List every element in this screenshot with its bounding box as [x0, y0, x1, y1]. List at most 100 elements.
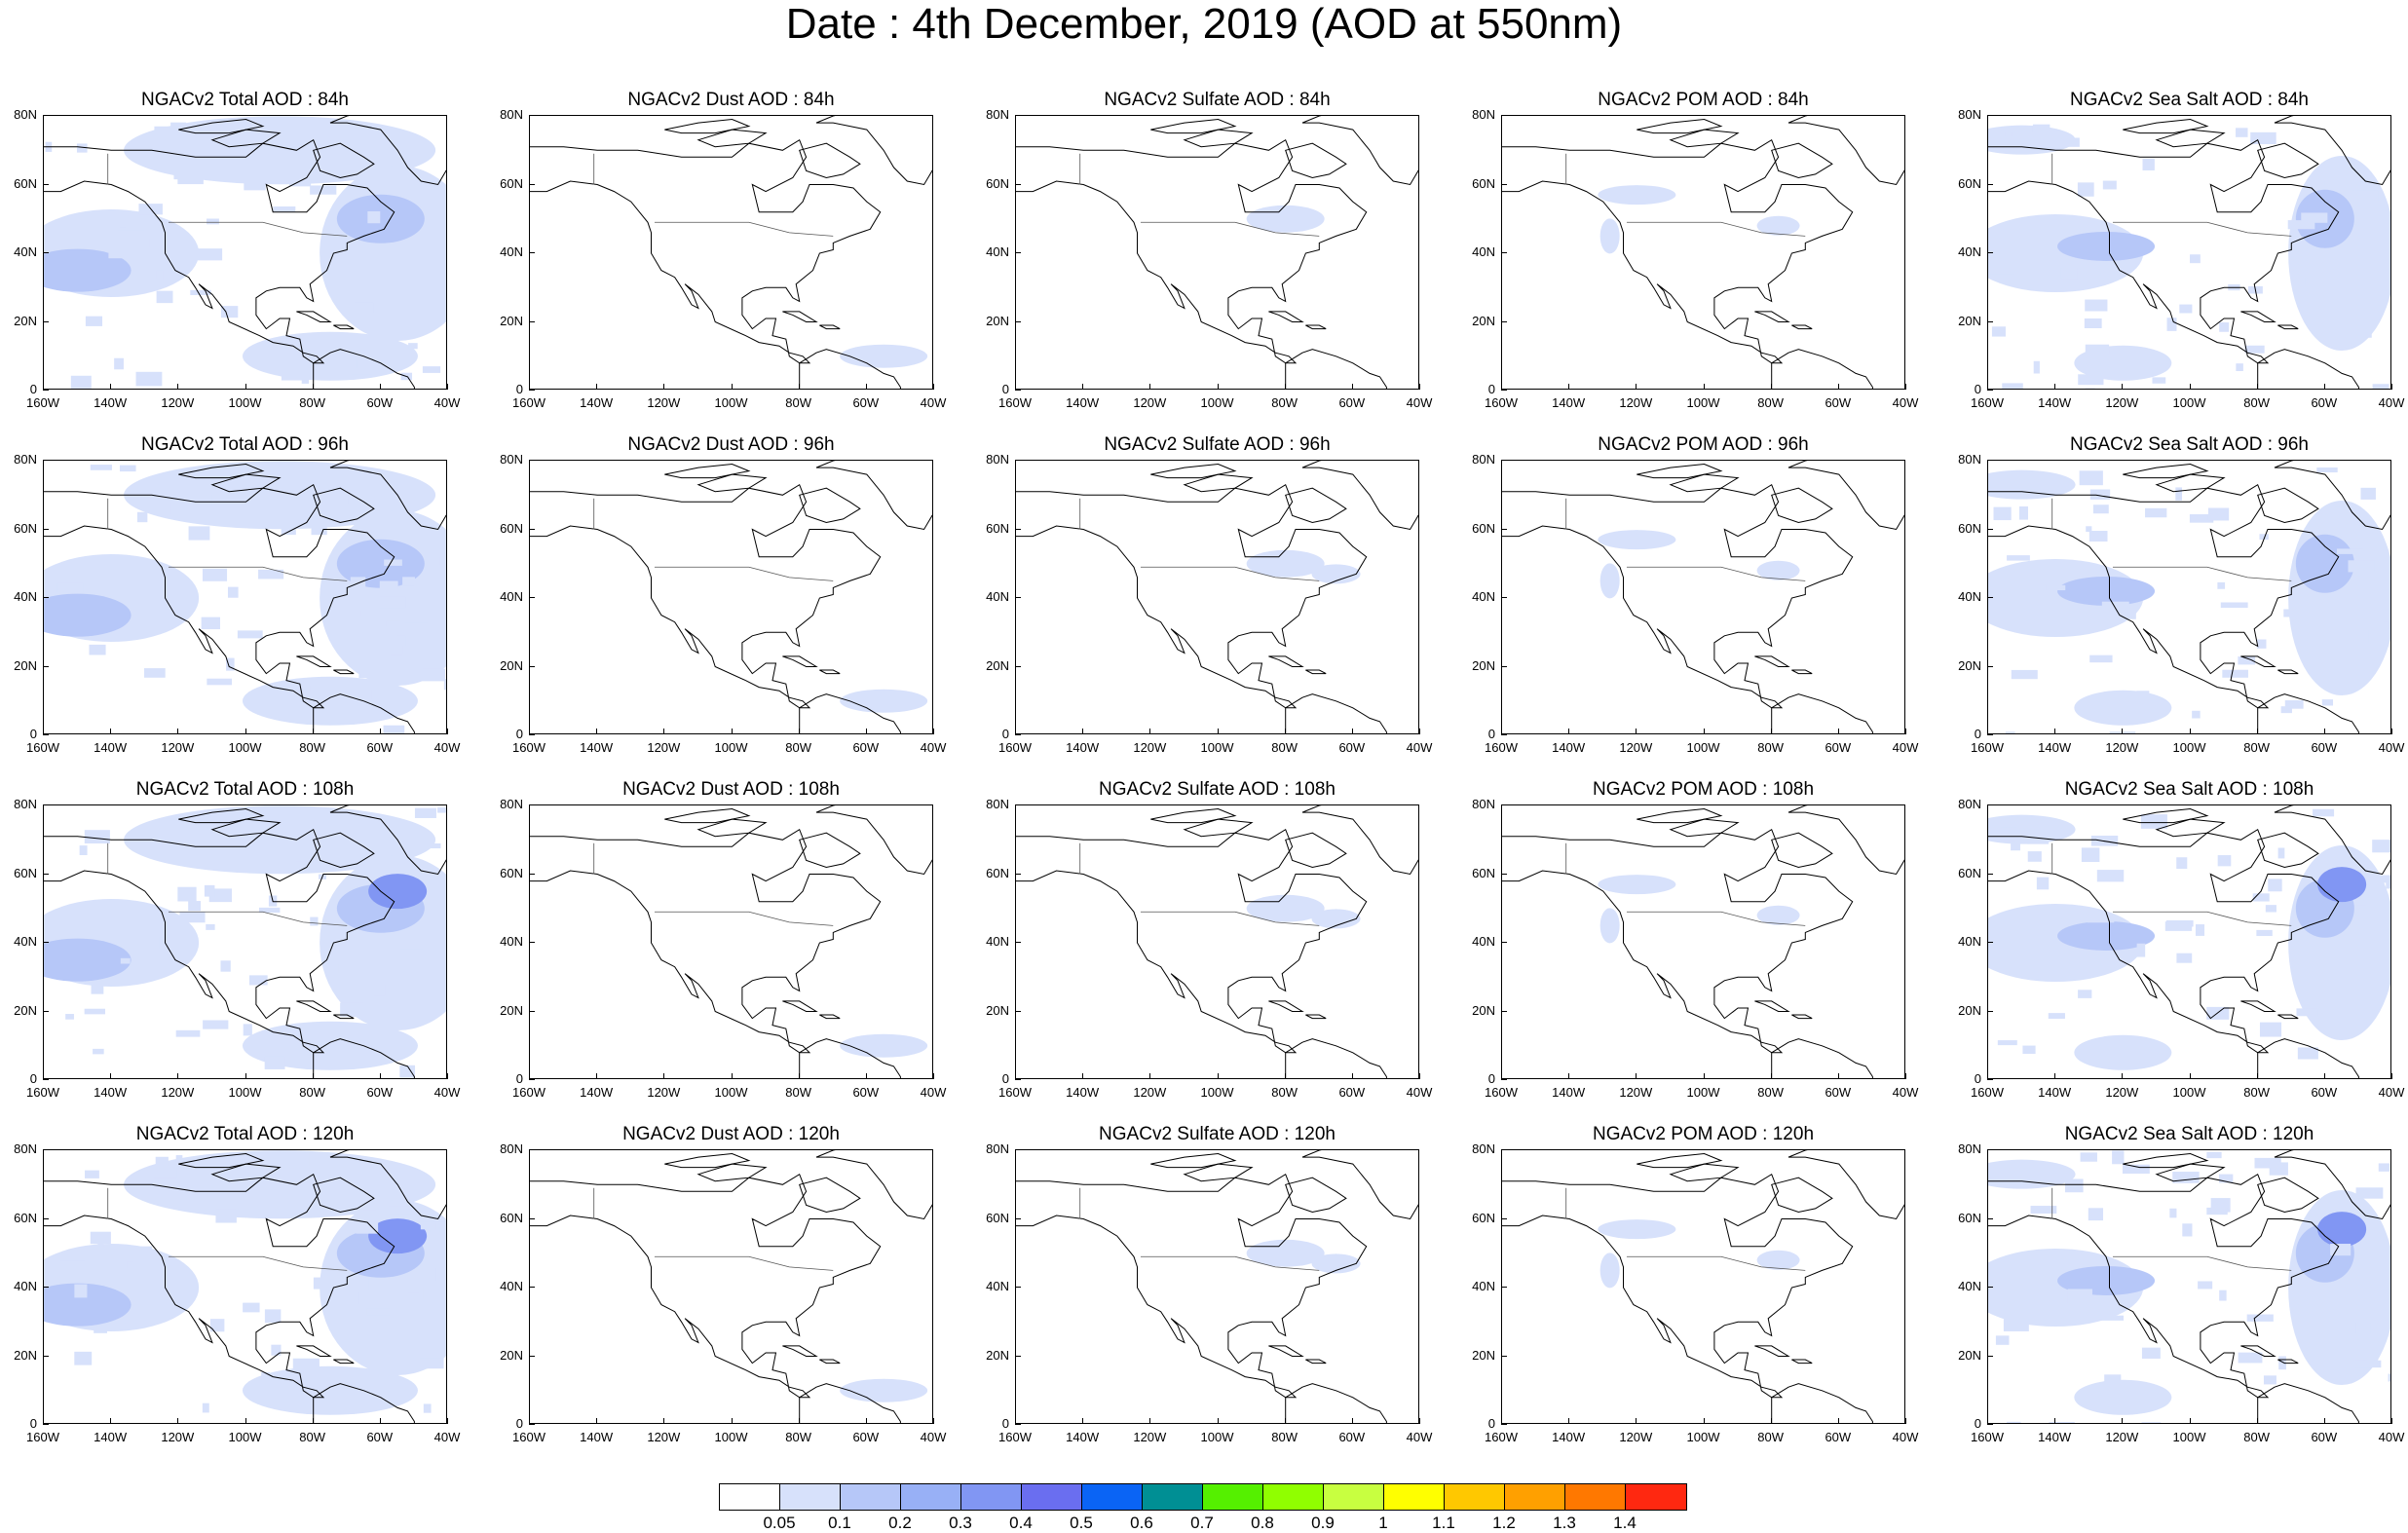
- coastline: [1150, 120, 1235, 133]
- y-tick-label: 60N: [490, 1211, 523, 1225]
- aod-cell: [2386, 878, 2391, 889]
- x-tick: [1015, 1073, 1016, 1079]
- x-tick: [1838, 729, 1839, 734]
- x-tick-label: 60W: [1817, 395, 1860, 410]
- aod-field: [530, 805, 933, 1079]
- y-tick: [529, 942, 535, 943]
- x-tick: [2391, 1418, 2392, 1424]
- aod-cell: [2322, 699, 2333, 705]
- aod-field: [1988, 1150, 2391, 1424]
- x-tick: [732, 729, 733, 734]
- aod-cell: [2192, 711, 2200, 719]
- aod-field: [44, 1150, 447, 1424]
- x-tick-label: 100W: [224, 1085, 267, 1100]
- coastline: [333, 325, 354, 329]
- aod-cell: [149, 238, 155, 247]
- aod-cell: [2090, 489, 2110, 499]
- x-tick: [1082, 1073, 1083, 1079]
- x-tick: [933, 729, 934, 734]
- map-area: [1015, 1149, 1419, 1424]
- aod-field: [1502, 1150, 1905, 1424]
- x-tick-label: 140W: [1547, 1430, 1590, 1444]
- y-tick: [529, 874, 535, 875]
- x-tick: [1352, 384, 1353, 390]
- aod-cell: [2256, 930, 2272, 936]
- aod-cell: [337, 1292, 358, 1305]
- aod-cell: [2217, 582, 2225, 589]
- x-tick: [2122, 1073, 2123, 1079]
- aod-cell: [2011, 841, 2020, 851]
- aod-cell: [308, 497, 314, 504]
- x-tick: [1015, 1418, 1016, 1424]
- y-tick: [529, 390, 535, 391]
- colorbar-swatch: [1445, 1484, 1505, 1510]
- y-tick-label: 40N: [4, 244, 37, 259]
- aod-cell: [396, 635, 405, 646]
- x-tick-label: 160W: [1966, 1430, 2009, 1444]
- x-tick-label: 120W: [1128, 1085, 1171, 1100]
- aod-cell: [202, 617, 220, 629]
- coastline: [782, 656, 816, 667]
- x-tick: [110, 384, 111, 390]
- coastline: [1268, 1001, 1302, 1012]
- x-tick: [596, 1073, 597, 1079]
- coastline: [2157, 130, 2224, 147]
- panel-title: NGACv2 POM AOD : 120h: [1501, 1124, 1905, 1145]
- x-tick-label: 60W: [845, 395, 887, 410]
- x-tick: [1419, 1418, 1420, 1424]
- coastline: [1305, 1015, 1326, 1019]
- y-tick: [1501, 252, 1507, 253]
- colorbar-label: 1: [1354, 1514, 1412, 1533]
- y-tick-label: 0: [4, 1416, 37, 1431]
- aod-cell: [380, 596, 405, 608]
- x-tick: [2122, 384, 2123, 390]
- aod-shading: [1598, 185, 1675, 205]
- y-tick-label: 20N: [490, 658, 523, 673]
- coastline: [2157, 474, 2224, 492]
- x-tick-label: 80W: [777, 395, 820, 410]
- aod-cell: [120, 466, 136, 472]
- x-tick: [1015, 384, 1016, 390]
- x-tick: [1149, 384, 1150, 390]
- map-area: [1501, 115, 1905, 390]
- map-area: [529, 460, 933, 734]
- country-border: [655, 1256, 833, 1270]
- y-tick-label: 80N: [490, 1141, 523, 1156]
- map-area: [43, 115, 447, 390]
- coastline: [1637, 1154, 1721, 1168]
- aod-cell: [2093, 505, 2109, 513]
- x-tick: [2324, 384, 2325, 390]
- aod-field: [1016, 461, 1419, 734]
- aod-cell: [2245, 346, 2265, 354]
- x-tick: [313, 1073, 314, 1079]
- coastline: [1268, 1346, 1302, 1357]
- x-tick: [313, 384, 314, 390]
- x-tick-label: 120W: [2100, 1085, 2143, 1100]
- panel-title: NGACv2 Total AOD : 108h: [43, 779, 447, 801]
- x-tick: [2054, 1418, 2055, 1424]
- x-tick: [447, 384, 448, 390]
- aod-cell: [2066, 964, 2072, 976]
- aod-cell: [2033, 125, 2050, 133]
- aod-field: [530, 1150, 933, 1424]
- y-tick: [529, 1079, 535, 1080]
- aod-cell: [244, 179, 265, 191]
- x-tick: [732, 1073, 733, 1079]
- panel-title: NGACv2 Dust AOD : 84h: [529, 90, 933, 111]
- aod-cell: [176, 1155, 183, 1162]
- x-tick: [1568, 384, 1569, 390]
- coastline: [296, 1001, 330, 1012]
- colorbar-swatch: [1082, 1484, 1143, 1510]
- y-tick: [1501, 942, 1507, 943]
- y-tick: [1501, 1011, 1507, 1012]
- aod-cell: [415, 808, 436, 818]
- y-tick-label: 20N: [1948, 314, 1981, 328]
- x-tick: [2257, 384, 2258, 390]
- y-tick: [1987, 1011, 1993, 1012]
- x-tick: [380, 384, 381, 390]
- x-tick: [1218, 384, 1219, 390]
- x-tick-label: 40W: [1398, 740, 1441, 755]
- x-tick-label: 40W: [912, 1085, 955, 1100]
- aod-cell: [210, 1319, 224, 1331]
- aod-cell: [60, 1261, 86, 1274]
